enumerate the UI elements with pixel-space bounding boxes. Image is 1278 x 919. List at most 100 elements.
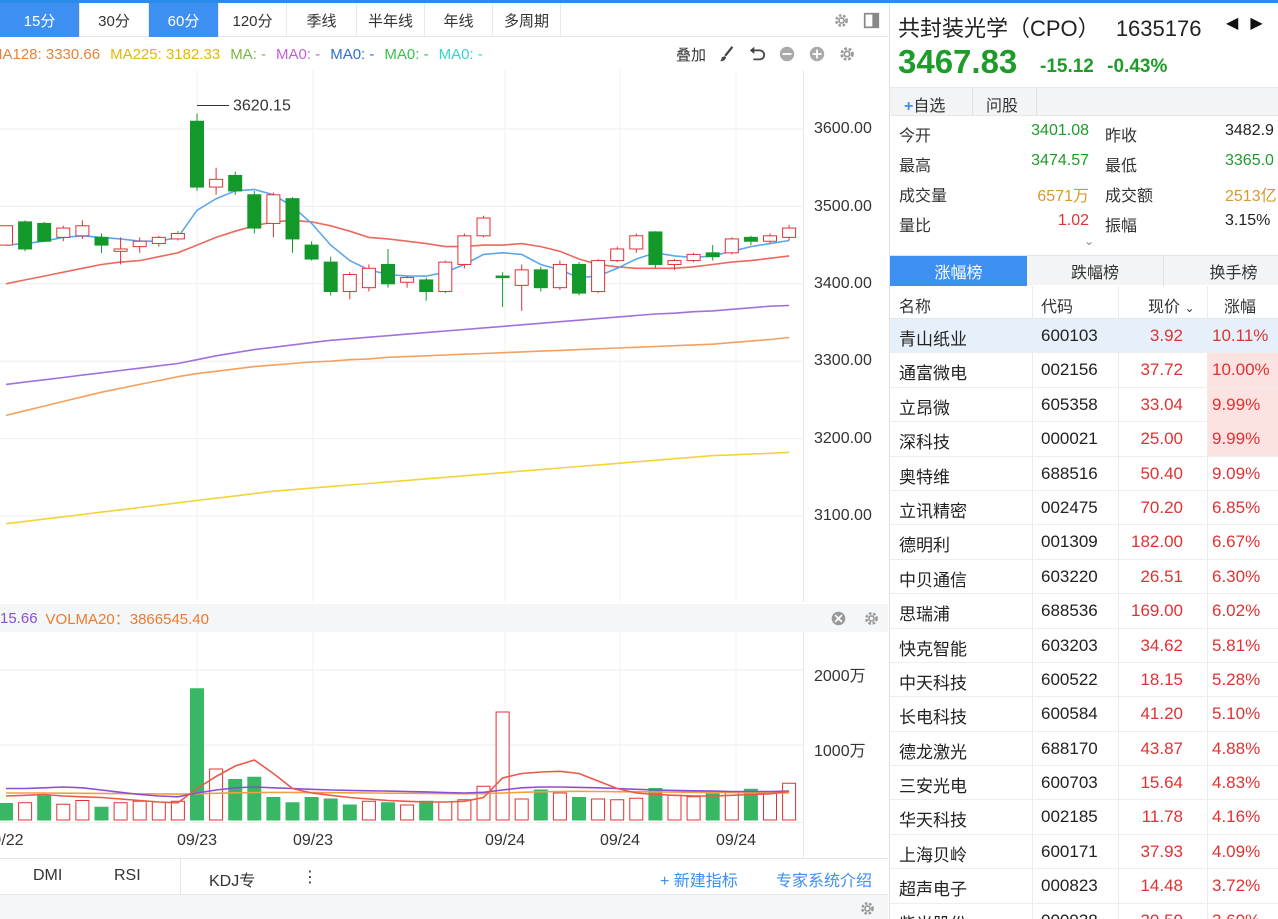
col-price[interactable]: 现价 ⌄: [1148, 299, 1195, 316]
zoom-in-icon[interactable]: [808, 45, 826, 63]
brush-icon[interactable]: [718, 45, 736, 63]
rank-row[interactable]: 快克智能 603203 34.62 5.81%: [890, 629, 1278, 663]
expand-chevron-icon[interactable]: ⌄: [1084, 234, 1095, 248]
rank-row[interactable]: 思瑞浦 688536 169.00 6.02%: [890, 594, 1278, 629]
price-tick: 3300.00: [814, 352, 872, 369]
col-code[interactable]: 代码: [1041, 299, 1074, 316]
stock-price-cell: 70.20: [1140, 497, 1183, 517]
new-indicator-link[interactable]: + 新建指标: [660, 873, 738, 890]
zoom-out-icon[interactable]: [778, 45, 796, 63]
tab-kdj[interactable]: KDJ专: [209, 873, 256, 890]
tab-season[interactable]: 季线: [287, 3, 357, 37]
next-arrow-icon[interactable]: ▶: [1250, 15, 1263, 32]
ma-legend-item: MA128: 3330.66: [0, 45, 101, 63]
expert-system-link[interactable]: 专家系统介绍: [776, 873, 873, 890]
stat-label: 成交额: [1105, 188, 1154, 205]
tab-dmi[interactable]: DMI: [33, 867, 63, 884]
stock-pct-cell: 4.16%: [1212, 807, 1261, 827]
stock-pct-cell: 9.99%: [1208, 422, 1278, 457]
rank-row[interactable]: 青山纸业 600103 3.92 10.11%: [890, 319, 1278, 354]
volume-bar: [610, 799, 625, 821]
tab-halfyear[interactable]: 半年线: [357, 3, 425, 37]
quote-stats: 今开 3401.08 昨收 3482.9 最高 3474.57 最低 3365.…: [890, 117, 1278, 251]
tab-year[interactable]: 年线: [425, 3, 493, 37]
rank-row[interactable]: 立昂微 605358 33.04 9.99%: [890, 387, 1278, 423]
volume-tick: 1000万: [814, 743, 866, 760]
tab-rsi[interactable]: RSI: [114, 867, 141, 884]
volume-bar: [151, 801, 166, 821]
rank-row[interactable]: 奥特维 688516 50.40 9.09%: [890, 457, 1278, 491]
tab-gainers[interactable]: 涨幅榜: [890, 256, 1027, 286]
chart-settings-icon[interactable]: [838, 45, 856, 63]
rank-row[interactable]: 紫光股份 000938 30.50 3.60%: [890, 904, 1278, 919]
tab-15min[interactable]: 15分: [0, 3, 80, 37]
volume-chart[interactable]: [0, 632, 804, 822]
col-name[interactable]: 名称: [899, 299, 932, 316]
add-watchlist-button[interactable]: +自选: [904, 98, 946, 115]
stock-name-cell: 青山纸业: [899, 330, 967, 349]
rank-row[interactable]: 上海贝岭 600171 37.93 4.09%: [890, 835, 1278, 870]
stock-price-cell: 33.04: [1140, 394, 1183, 414]
volume-tick: 2000万: [814, 668, 866, 685]
stock-price-cell: 169.00: [1131, 601, 1183, 621]
candlestick-chart[interactable]: 3620.15: [0, 70, 804, 602]
indicator-bar: DMI RSI KDJ专 ⋮ + 新建指标 专家系统介绍: [0, 858, 888, 895]
volume-header: 15.66 VOLMA20：3866545.40: [0, 604, 888, 632]
stock-pct-cell: 9.99%: [1208, 387, 1278, 422]
stock-code-cell: 002156: [1041, 360, 1098, 380]
candle: [285, 197, 300, 253]
stock-pct-cell: 5.10%: [1212, 704, 1261, 724]
rank-row[interactable]: 深科技 000021 25.00 9.99%: [890, 422, 1278, 457]
candle-body: [419, 279, 434, 293]
candle-body: [667, 260, 682, 265]
settings-icon[interactable]: [832, 11, 850, 29]
close-icon[interactable]: [829, 609, 847, 627]
volume-axis: 2000万 1000万: [806, 632, 888, 822]
candle: [476, 215, 491, 238]
undo-icon[interactable]: [748, 45, 766, 63]
tab-losers[interactable]: 跌幅榜: [1027, 256, 1164, 286]
rank-row[interactable]: 立讯精密 002475 70.20 6.85%: [890, 491, 1278, 526]
quote-panel: 共封装光学（CPO） 1635176 ◀ ▶ 3467.83 -15.12 -0…: [889, 3, 1278, 919]
vol-ma-a-line: [5, 759, 790, 804]
stock-price-cell: 15.64: [1140, 773, 1183, 793]
col-pct[interactable]: 涨幅: [1224, 299, 1257, 316]
tab-120min[interactable]: 120分: [219, 3, 287, 37]
stats-row: 今开 3401.08 昨收 3482.9: [890, 117, 1278, 147]
tab-turnover[interactable]: 换手榜: [1209, 265, 1258, 282]
rank-row[interactable]: 德龙激光 688170 43.87 4.88%: [890, 732, 1278, 767]
prev-arrow-icon[interactable]: ◀: [1226, 15, 1239, 32]
candle: [419, 277, 434, 301]
candle-body: [400, 277, 415, 283]
volume-settings-icon[interactable]: [862, 609, 880, 627]
rank-row[interactable]: 中贝通信 603220 26.51 6.30%: [890, 560, 1278, 595]
sidebar-toggle-icon[interactable]: [862, 11, 880, 29]
high-marker-label: 3620.15: [233, 98, 291, 115]
more-indicators-icon[interactable]: ⋮: [302, 869, 318, 886]
rank-row[interactable]: 华天科技 002185 11.78 4.16%: [890, 800, 1278, 835]
bottom-settings-icon[interactable]: [858, 899, 876, 917]
stock-price-cell: 43.87: [1140, 738, 1183, 758]
volume-bar: [75, 800, 90, 821]
candle: [151, 235, 166, 247]
tab-30min[interactable]: 30分: [80, 3, 149, 37]
rank-row[interactable]: 三安光电 600703 15.64 4.83%: [890, 766, 1278, 801]
rank-row[interactable]: 德明利 001309 182.00 6.67%: [890, 525, 1278, 560]
stock-code-cell: 603220: [1041, 566, 1098, 586]
overlay-button[interactable]: 叠加: [676, 46, 707, 64]
rank-row[interactable]: 超声电子 000823 14.48 3.72%: [890, 869, 1278, 904]
volume-bar: [572, 797, 586, 821]
candle-body: [782, 227, 797, 238]
volume-bar: [514, 798, 529, 821]
stock-code-cell: 603203: [1041, 635, 1098, 655]
ask-stock-button[interactable]: 问股: [986, 98, 1019, 115]
stat-label: 量比: [899, 218, 932, 235]
tab-multi-period[interactable]: 多周期: [493, 3, 561, 37]
candle: [763, 233, 777, 244]
rank-row[interactable]: 长电科技 600584 41.20 5.10%: [890, 697, 1278, 732]
price-tick: 3100.00: [814, 507, 872, 524]
rank-row[interactable]: 通富微电 002156 37.72 10.00%: [890, 353, 1278, 388]
stock-price-cell: 37.72: [1140, 360, 1183, 380]
tab-60min[interactable]: 60分: [149, 3, 219, 37]
rank-row[interactable]: 中天科技 600522 18.15 5.28%: [890, 663, 1278, 698]
